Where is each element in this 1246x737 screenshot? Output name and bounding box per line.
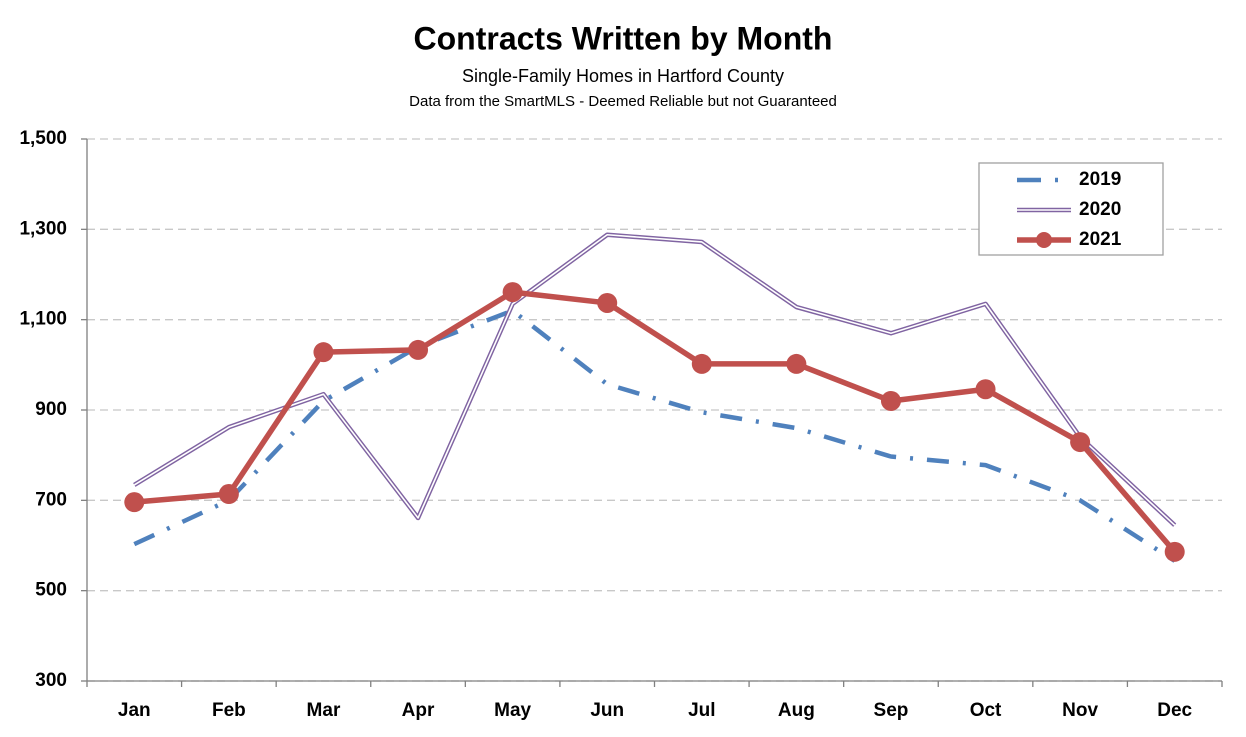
chart-subtitle: Single-Family Homes in Hartford County xyxy=(462,66,784,86)
x-tick-label: Aug xyxy=(778,700,815,721)
legend-marker xyxy=(1036,232,1052,248)
data-point xyxy=(502,282,523,303)
y-tick-label: 900 xyxy=(35,399,67,420)
chart-title: Contracts Written by Month xyxy=(414,20,833,56)
x-tick-label: Oct xyxy=(970,700,1002,721)
data-point xyxy=(786,353,807,374)
x-tick-label: Jan xyxy=(118,700,151,721)
data-point xyxy=(218,484,239,505)
y-tick-label: 500 xyxy=(35,580,67,601)
data-point xyxy=(408,339,429,360)
y-tick-label: 1,300 xyxy=(19,218,67,239)
data-point xyxy=(124,492,145,513)
x-tick-label: Mar xyxy=(307,700,341,721)
data-point xyxy=(880,390,901,411)
legend-label: 2020 xyxy=(1079,199,1121,220)
x-tick-label: May xyxy=(494,700,531,721)
x-tick-label: Feb xyxy=(212,700,246,721)
data-point xyxy=(597,292,618,313)
data-point xyxy=(1164,541,1185,562)
y-tick-label: 300 xyxy=(35,670,67,691)
x-tick-label: Jun xyxy=(590,700,624,721)
data-point xyxy=(1070,432,1091,453)
y-tick-label: 1,500 xyxy=(19,128,67,149)
data-point xyxy=(975,379,996,400)
series-line xyxy=(134,289,1177,554)
x-tick-label: Apr xyxy=(402,700,435,721)
series-line-inner xyxy=(133,233,1176,526)
data-point xyxy=(691,353,712,374)
x-tick-label: Sep xyxy=(874,700,909,721)
y-tick-label: 700 xyxy=(35,489,67,510)
legend-label: 2019 xyxy=(1079,169,1121,190)
x-tick-label: Nov xyxy=(1062,700,1098,721)
chart-note: Data from the SmartMLS - Deemed Reliable… xyxy=(409,93,837,110)
y-tick-label: 1,100 xyxy=(19,309,67,330)
data-point xyxy=(313,342,334,363)
legend-label: 2021 xyxy=(1079,229,1122,250)
x-tick-label: Dec xyxy=(1157,700,1192,721)
x-tick-label: Jul xyxy=(688,700,715,721)
series-line xyxy=(133,232,1177,527)
series-line xyxy=(133,308,1176,563)
